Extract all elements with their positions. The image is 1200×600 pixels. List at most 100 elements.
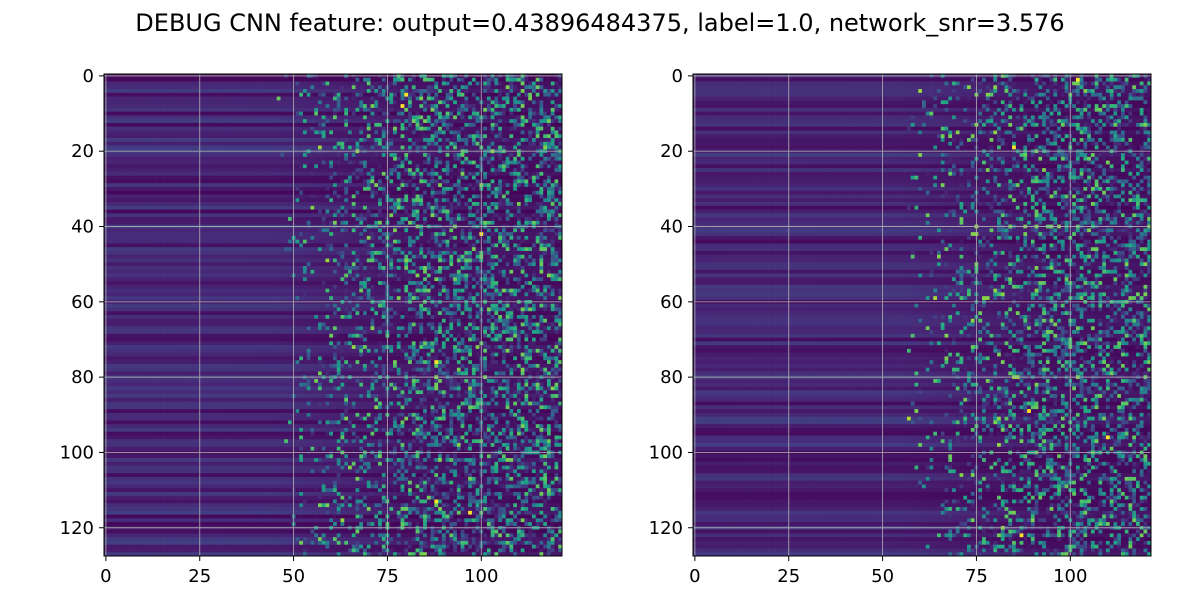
heatmap-cell xyxy=(374,205,379,210)
heatmap-cell xyxy=(396,190,401,195)
heatmap-cell xyxy=(269,107,274,113)
heatmap-cell xyxy=(302,122,308,128)
heatmap-cell xyxy=(175,89,180,94)
heatmap-cell xyxy=(411,100,416,105)
heatmap-cell xyxy=(302,115,308,120)
heatmap-cell xyxy=(359,164,364,169)
heatmap-cell xyxy=(449,202,454,207)
heatmap-cell xyxy=(363,77,368,82)
heatmap-cell xyxy=(145,153,150,158)
heatmap-cell xyxy=(426,164,431,169)
heatmap-cell xyxy=(115,171,120,177)
heatmap-cell xyxy=(509,179,514,184)
heatmap-cell xyxy=(460,134,465,139)
heatmap-cell xyxy=(333,111,338,116)
heatmap-cell xyxy=(381,141,386,146)
heatmap-cell xyxy=(520,198,525,203)
heatmap-cell xyxy=(314,198,319,203)
heatmap-cell xyxy=(164,168,169,173)
heatmap-cell xyxy=(531,134,537,139)
heatmap-cell xyxy=(119,164,124,169)
heatmap-cell xyxy=(404,202,409,207)
heatmap-cell xyxy=(359,186,364,192)
heatmap-cell xyxy=(456,171,461,177)
heatmap-cell xyxy=(227,145,232,150)
heatmap-cell xyxy=(456,130,461,135)
heatmap-cell xyxy=(505,107,510,113)
heatmap-cell xyxy=(490,209,495,214)
heatmap-cell xyxy=(524,130,529,135)
heatmap-cell xyxy=(287,194,293,199)
heatmap-cell xyxy=(359,160,364,165)
heatmap-cell xyxy=(314,141,319,146)
heatmap-cell xyxy=(524,171,529,177)
heatmap-cell xyxy=(531,100,537,105)
heatmap-cell xyxy=(359,89,364,94)
heatmap-cell xyxy=(366,164,371,169)
heatmap-cell xyxy=(242,81,247,86)
heatmap-cell xyxy=(242,141,247,146)
heatmap-cell xyxy=(141,85,146,90)
heatmap-cell xyxy=(227,171,232,177)
heatmap-cell xyxy=(190,122,195,128)
heatmap-cell xyxy=(441,179,446,184)
heatmap-cell xyxy=(265,81,270,86)
heatmap-cell xyxy=(137,153,142,158)
heatmap-cell xyxy=(509,89,514,94)
heatmap-cell xyxy=(216,156,221,161)
heatmap-cell xyxy=(456,198,461,203)
heatmap-cell xyxy=(546,164,552,169)
heatmap-cell xyxy=(524,209,529,214)
heatmap-cell xyxy=(430,96,435,101)
heatmap-cell xyxy=(325,104,330,109)
heatmap-cell xyxy=(209,130,214,135)
heatmap-cell xyxy=(261,209,266,214)
heatmap-cell xyxy=(464,126,469,131)
heatmap-cell xyxy=(426,77,431,82)
heatmap-cell xyxy=(400,220,405,225)
heatmap-cell xyxy=(355,202,360,207)
heatmap-cell xyxy=(348,164,353,169)
heatmap-cell xyxy=(239,171,244,177)
heatmap-cell xyxy=(546,100,552,105)
heatmap-cell xyxy=(505,141,510,146)
heatmap-cell xyxy=(501,141,507,146)
heatmap-cell xyxy=(141,145,146,150)
heatmap-cell xyxy=(516,156,522,161)
heatmap-cell xyxy=(374,202,379,207)
heatmap-cell xyxy=(449,156,454,161)
heatmap-cell xyxy=(261,77,266,82)
heatmap-cell xyxy=(212,194,217,199)
heatmap-cell xyxy=(134,186,139,192)
heatmap-cell xyxy=(284,81,289,86)
heatmap-cell xyxy=(242,96,247,101)
heatmap-cell xyxy=(107,164,112,169)
heatmap-cell xyxy=(554,122,559,128)
heatmap-cell xyxy=(378,100,383,105)
heatmap-cell xyxy=(272,183,278,188)
heatmap-cell xyxy=(122,130,127,135)
heatmap-cell xyxy=(348,217,353,222)
heatmap-cell xyxy=(378,115,383,120)
heatmap-cell xyxy=(269,220,274,225)
heatmap-cell xyxy=(111,138,116,143)
heatmap-cell xyxy=(524,141,529,146)
heatmap-cell xyxy=(276,209,281,214)
heatmap-cell xyxy=(160,130,165,135)
heatmap-cell xyxy=(411,130,416,135)
heatmap-cell xyxy=(434,96,439,101)
heatmap-cell xyxy=(415,179,420,184)
heatmap-cell xyxy=(550,194,555,199)
heatmap-cell xyxy=(471,179,476,184)
heatmap-cell xyxy=(205,134,210,139)
heatmap-cell xyxy=(220,186,225,192)
heatmap-cell xyxy=(430,156,435,161)
heatmap-cell xyxy=(378,194,383,199)
heatmap-cell xyxy=(216,160,221,165)
heatmap-cell xyxy=(329,194,334,199)
heatmap-cell xyxy=(167,141,172,146)
heatmap-cell xyxy=(449,111,454,116)
heatmap-cell xyxy=(505,175,510,180)
heatmap-cell xyxy=(456,186,461,192)
heatmap-cell xyxy=(434,205,439,210)
